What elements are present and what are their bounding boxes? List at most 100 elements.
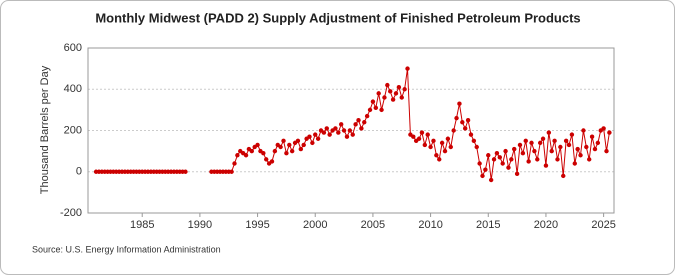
data-point [555, 157, 560, 162]
x-tick-label: 2010 [418, 219, 442, 231]
data-point [419, 130, 425, 135]
data-point [362, 120, 367, 125]
data-point [350, 132, 355, 137]
data-point [563, 138, 569, 144]
data-point [431, 138, 436, 144]
data-point [310, 140, 315, 146]
data-point [454, 115, 459, 121]
data-point [546, 130, 552, 135]
x-tick-label: 2005 [361, 219, 385, 231]
data-point [388, 89, 393, 94]
data-point [307, 134, 312, 139]
data-point [235, 153, 240, 158]
data-point [512, 146, 517, 152]
data-point [439, 140, 445, 146]
x-tick-label: 2025 [591, 219, 615, 231]
data-point [584, 144, 589, 150]
data-point [523, 138, 528, 144]
data-point [382, 95, 387, 100]
data-point [353, 122, 358, 127]
data-point [442, 148, 448, 154]
data-point [465, 117, 471, 123]
y-tick-label: 400 [64, 83, 82, 95]
data-point [457, 101, 462, 106]
data-point [313, 132, 318, 137]
chart-title: Monthly Midwest (PADD 2) Supply Adjustme… [95, 10, 580, 25]
data-point [604, 148, 609, 154]
data-point [315, 136, 321, 141]
data-point [295, 138, 301, 144]
data-point [607, 130, 612, 135]
x-tick-label: 1990 [188, 219, 212, 231]
x-tick-label: 1985 [130, 219, 154, 231]
data-point [578, 153, 583, 158]
data-point [503, 148, 508, 154]
data-point [552, 138, 557, 144]
data-point [379, 107, 384, 113]
data-point [575, 146, 580, 152]
data-point [532, 148, 537, 154]
data-point [569, 132, 575, 137]
data-point [370, 99, 376, 104]
data-point [566, 142, 572, 148]
data-point [341, 128, 347, 133]
data-point [422, 142, 428, 148]
data-point [376, 91, 381, 96]
plot-area [87, 47, 615, 214]
data-point [540, 136, 546, 141]
y-axis-label: Thousand Barrels per Day [39, 65, 51, 194]
data-point [261, 150, 266, 156]
data-point [520, 150, 526, 156]
data-point [243, 153, 249, 158]
data-point [396, 84, 402, 90]
data-point [491, 157, 497, 162]
data-point [281, 138, 286, 144]
data-point [411, 134, 416, 139]
data-point [367, 107, 373, 113]
data-point [255, 142, 260, 148]
data-point [589, 134, 595, 139]
source: Source: U.S. Energy Information Administ… [32, 244, 221, 254]
data-point [581, 128, 586, 133]
data-point [592, 146, 598, 152]
data-point [269, 159, 275, 164]
y-tick-label: -200 [60, 207, 82, 219]
data-point [356, 117, 361, 123]
data-point [462, 126, 468, 131]
data-point [301, 142, 306, 148]
data-point [364, 113, 370, 119]
data-point [506, 165, 511, 170]
data-point [321, 130, 327, 135]
data-point [448, 144, 453, 150]
data-point [572, 161, 577, 166]
x-tick-label: 2020 [534, 219, 558, 231]
data-point [480, 173, 485, 179]
data-point [264, 157, 269, 162]
data-point [232, 161, 237, 166]
data-point [393, 91, 399, 96]
data-point [373, 105, 379, 111]
data-point [483, 167, 488, 172]
data-point [385, 82, 390, 88]
data-point [338, 122, 344, 127]
data-point [497, 155, 503, 160]
data-point [344, 134, 350, 139]
data-point [399, 95, 404, 100]
data-point [289, 148, 295, 154]
y-tick-label: 600 [64, 42, 82, 54]
y-tick-label: 0 [76, 166, 82, 178]
data-point [359, 126, 364, 131]
data-point [494, 150, 500, 156]
data-point [543, 163, 549, 168]
data-point [324, 126, 329, 131]
data-point [402, 87, 407, 92]
data-point [428, 144, 433, 150]
data-point [517, 142, 523, 148]
data-point [514, 171, 520, 177]
data-point [471, 138, 477, 144]
data-point [601, 126, 606, 131]
data-point [509, 157, 514, 162]
data-point [500, 161, 505, 166]
